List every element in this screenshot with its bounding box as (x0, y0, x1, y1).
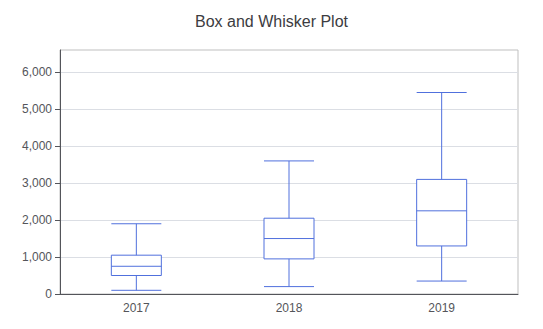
svg-text:2019: 2019 (428, 301, 455, 315)
svg-text:4,000: 4,000 (22, 139, 52, 153)
svg-text:3,000: 3,000 (22, 176, 52, 190)
svg-text:2018: 2018 (276, 301, 303, 315)
svg-text:1,000: 1,000 (22, 250, 52, 264)
svg-text:5,000: 5,000 (22, 102, 52, 116)
svg-text:2017: 2017 (123, 301, 150, 315)
svg-text:0: 0 (45, 287, 52, 301)
svg-text:2,000: 2,000 (22, 213, 52, 227)
svg-text:Box and Whisker Plot: Box and Whisker Plot (195, 13, 349, 30)
svg-text:6,000: 6,000 (22, 65, 52, 79)
